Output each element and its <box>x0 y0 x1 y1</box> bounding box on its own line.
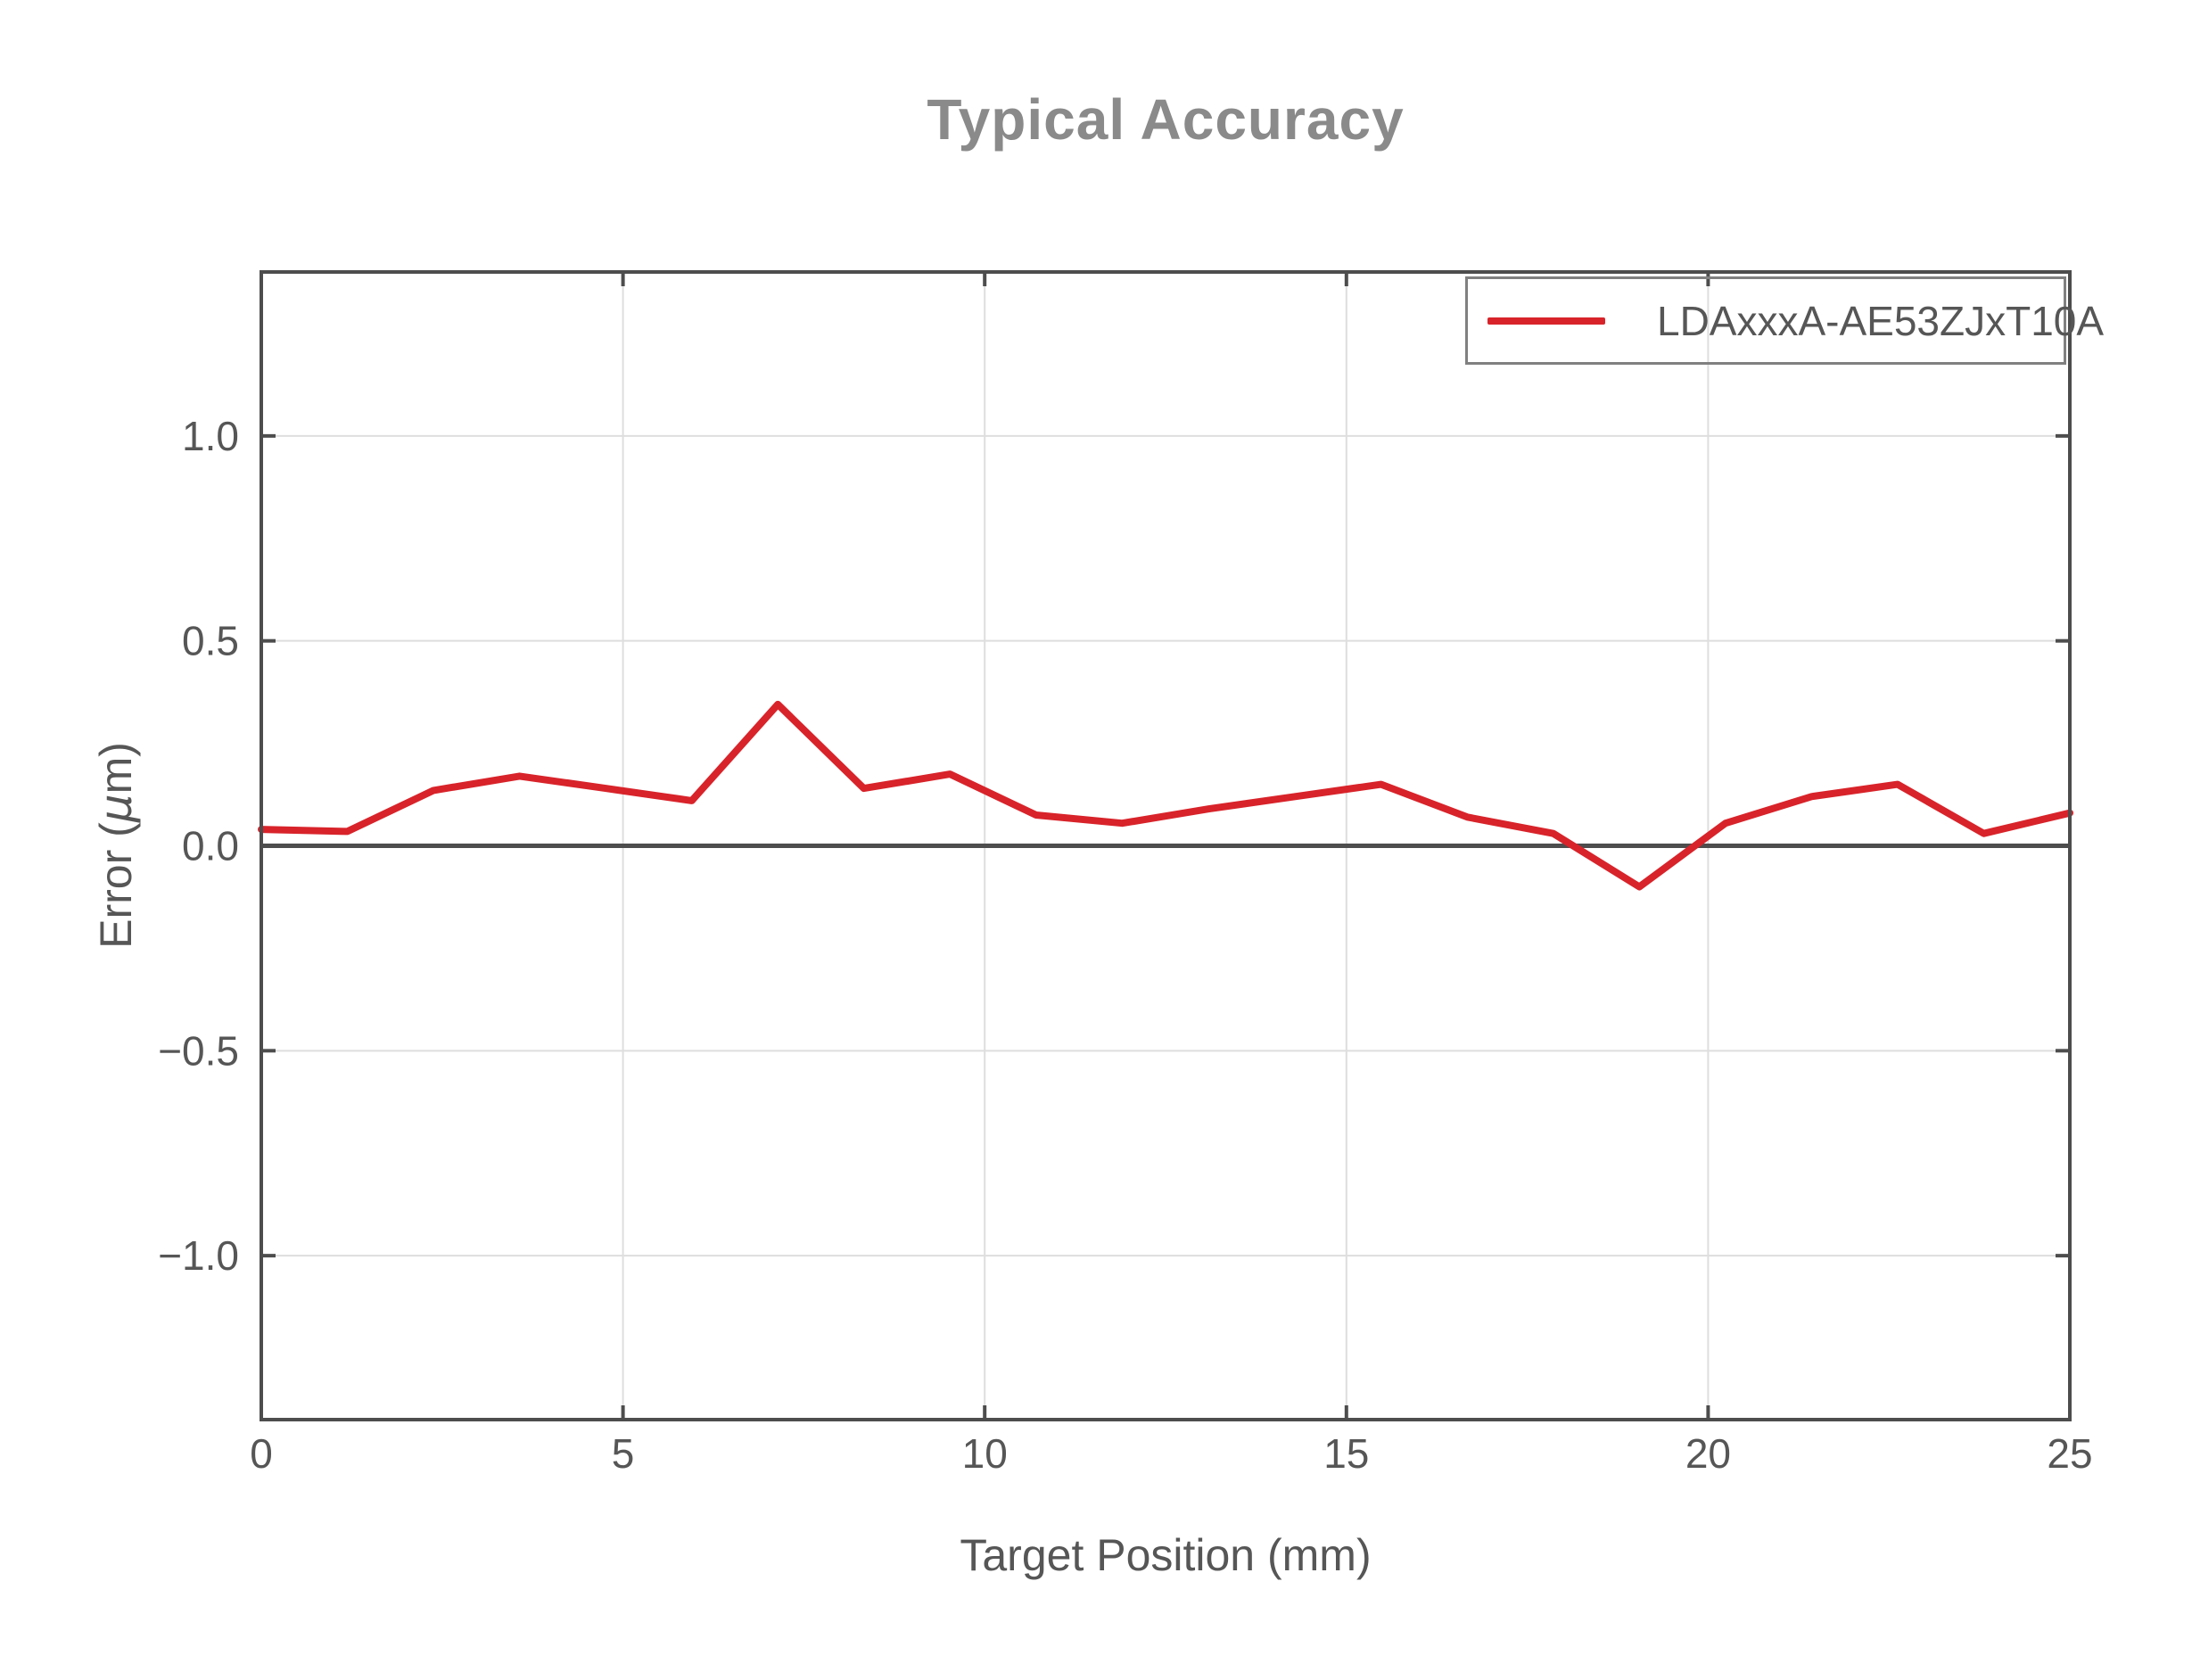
y-axis-label-mu: μ <box>90 794 142 823</box>
legend-label: LDAxxxA-AE53ZJxT10A <box>1657 297 2105 344</box>
legend: LDAxxxA-AE53ZJxT10A <box>1465 276 2104 365</box>
chart-title: Typical Accuracy <box>927 87 1405 152</box>
y-axis-label-prefix: Error ( <box>91 822 141 949</box>
y-tick-label: 1.0 <box>182 413 239 459</box>
x-tick-label: 15 <box>1323 1430 1369 1477</box>
x-tick-label: 10 <box>962 1430 1008 1477</box>
y-axis-label: Error (μm) <box>89 742 143 949</box>
x-tick-label: 20 <box>1685 1430 1731 1477</box>
x-tick-label: 5 <box>612 1430 635 1477</box>
y-axis-label-suffix: m) <box>91 742 141 795</box>
legend-line-sample <box>1487 317 1605 325</box>
x-tick-label: 25 <box>2047 1430 2092 1477</box>
x-axis-label: Target Position (mm) <box>960 1530 1372 1580</box>
series-line <box>258 700 2073 891</box>
y-tick-label: 0.0 <box>182 823 239 869</box>
y-tick-label: −1.0 <box>158 1232 239 1279</box>
y-tick-label: 0.5 <box>182 618 239 664</box>
y-tick-label: −0.5 <box>158 1027 239 1074</box>
x-tick-label: 0 <box>250 1430 273 1477</box>
